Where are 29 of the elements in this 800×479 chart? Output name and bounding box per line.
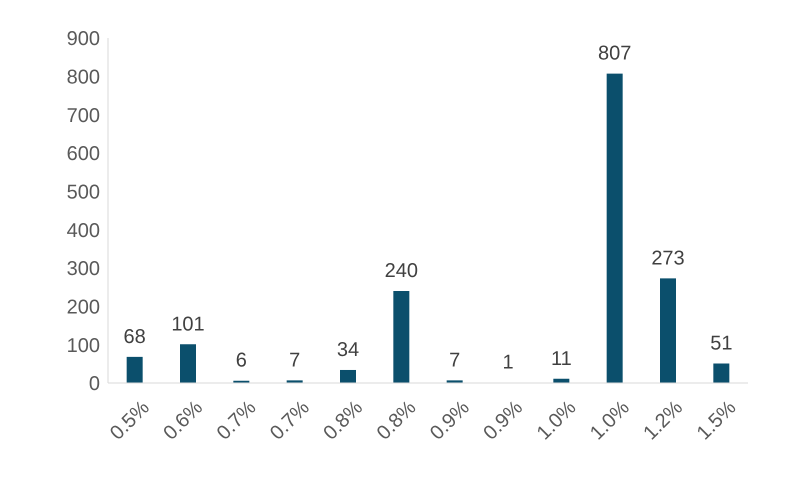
data-label: 6	[236, 350, 247, 372]
y-tick-label: 0	[88, 373, 100, 396]
bar	[713, 363, 730, 383]
data-label: 1	[502, 352, 514, 374]
data-label: 101	[171, 313, 205, 336]
data-label: 68	[124, 326, 146, 348]
data-label: 34	[336, 338, 360, 361]
bar	[180, 344, 196, 383]
bar	[606, 74, 623, 383]
y-tick-label: 700	[66, 104, 100, 127]
data-label: 11	[550, 348, 572, 370]
y-tick-label: 100	[66, 334, 100, 357]
bar	[126, 356, 143, 383]
data-label: 7	[449, 349, 460, 372]
bar	[660, 278, 676, 383]
data-label: 51	[710, 332, 732, 354]
y-tick-label: 400	[66, 220, 100, 242]
y-tick-label: 600	[66, 143, 100, 166]
data-label: 240	[384, 260, 418, 282]
y-tick-label: 300	[66, 258, 100, 280]
bar	[393, 291, 410, 383]
data-label: 807	[598, 42, 632, 65]
y-tick-label: 900	[66, 28, 100, 50]
bar	[340, 370, 356, 383]
y-tick-label: 500	[66, 181, 100, 204]
data-label: 273	[651, 247, 685, 270]
y-tick-label: 200	[66, 296, 100, 318]
data-label: 7	[289, 349, 300, 372]
y-tick-label: 800	[66, 66, 100, 88]
